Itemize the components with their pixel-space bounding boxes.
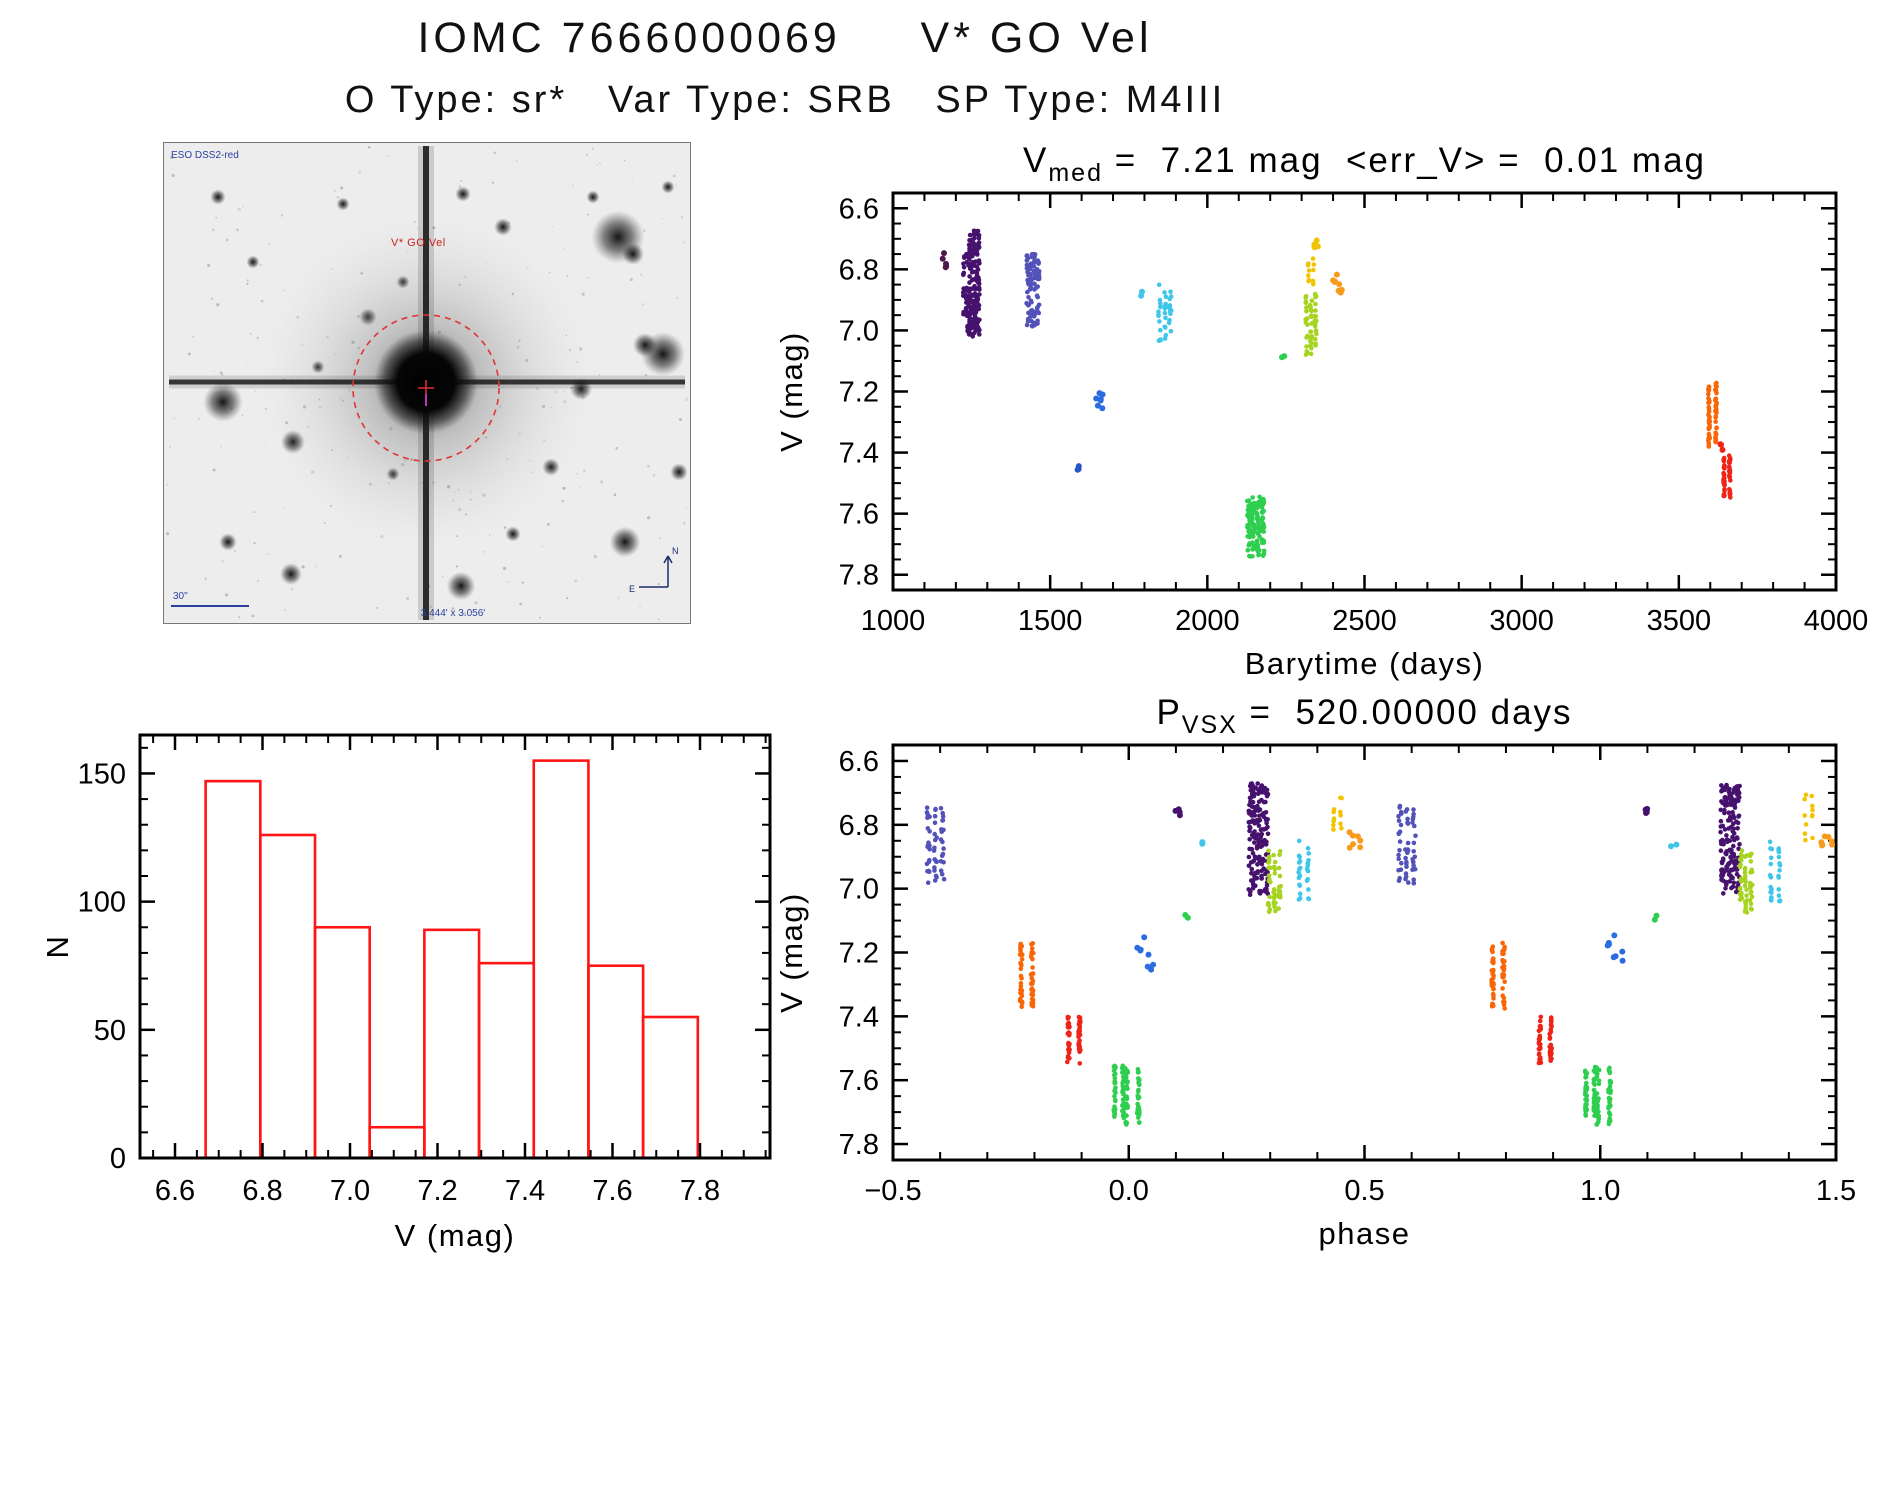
svg-text:7.4: 7.4 <box>839 438 879 470</box>
page-subtitle: O Type: sr* Var Type: SRB SP Type: M4III <box>344 79 1226 121</box>
svg-text:7.4: 7.4 <box>505 1175 545 1207</box>
svg-text:PVSX = 520.00000 days: PVSX = 520.00000 days <box>1156 693 1572 739</box>
finder-frame <box>163 142 691 624</box>
svg-text:6.8: 6.8 <box>839 810 879 842</box>
svg-text:−0.5: −0.5 <box>864 1175 921 1207</box>
svg-text:7.8: 7.8 <box>839 1129 879 1161</box>
svg-text:7.6: 7.6 <box>839 1065 879 1097</box>
svg-text:V (mag): V (mag) <box>774 892 809 1013</box>
svg-text:N: N <box>40 935 75 959</box>
svg-text:3000: 3000 <box>1489 605 1554 637</box>
svg-text:V (mag): V (mag) <box>774 331 809 452</box>
target-label: V* GO Vel <box>391 237 446 249</box>
fov-label: 3.444' x 3.056' <box>421 608 486 619</box>
phase-plot: −0.5 0.0 0.5 1.0 1.5 6.6 6.8 7.0 7.2 7.4 7.6 7.8 pha… <box>774 693 1856 1251</box>
svg-text:6.6: 6.6 <box>155 1175 195 1207</box>
svg-text:7.8: 7.8 <box>680 1175 720 1207</box>
svg-text:7.8: 7.8 <box>839 560 879 592</box>
svg-text:7.2: 7.2 <box>839 938 879 970</box>
svg-text:7.0: 7.0 <box>839 315 879 347</box>
svg-text:7.4: 7.4 <box>839 1001 879 1033</box>
svg-text:2000: 2000 <box>1175 605 1240 637</box>
svg-text:100: 100 <box>78 887 126 919</box>
lightcurve-plot: 1000 1500 2000 2500 3000 3500 4000 6.6 6.8 7.0 7.2… <box>774 141 1869 681</box>
svg-text:3500: 3500 <box>1647 605 1712 637</box>
svg-text:0.5: 0.5 <box>1344 1175 1384 1207</box>
page-header: IOMC 7666000069 V* GO Vel O Type: sr* Va… <box>0 14 1570 122</box>
finder-chart-image: V* GO Vel ESO DSS2-red 30" 3.444' x 3.05… <box>163 142 691 624</box>
svg-text:0: 0 <box>110 1143 126 1175</box>
svg-text:1000: 1000 <box>861 605 926 637</box>
target-cross-icon <box>418 380 434 406</box>
svg-text:6.8: 6.8 <box>242 1175 282 1207</box>
svg-text:7.2: 7.2 <box>839 377 879 409</box>
svg-text:7.6: 7.6 <box>592 1175 632 1207</box>
svg-text:Vmed = 7.21 mag <err_V> = 0: Vmed = 7.21 mag <err_V> = 0.01 mag <box>1023 141 1706 187</box>
aperture-circle <box>352 314 500 462</box>
histogram-plot: 6.6 6.8 7.0 7.2 7.4 7.6 7.8 0 50 100 150 V (mag) N <box>40 733 772 1253</box>
svg-text:50: 50 <box>94 1015 126 1047</box>
svg-text:7.0: 7.0 <box>330 1175 370 1207</box>
svg-text:2500: 2500 <box>1332 605 1397 637</box>
svg-text:Barytime (days): Barytime (days) <box>1245 646 1485 681</box>
svg-text:V (mag): V (mag) <box>395 1218 516 1253</box>
svg-text:7.6: 7.6 <box>839 499 879 531</box>
page-title: IOMC 7666000069 V* GO Vel <box>417 14 1153 62</box>
star-field <box>163 142 691 624</box>
svg-text:0.0: 0.0 <box>1109 1175 1149 1207</box>
svg-text:6.6: 6.6 <box>839 746 879 778</box>
compass-icon: N E <box>629 546 679 594</box>
svg-text:1500: 1500 <box>1018 605 1083 637</box>
svg-text:7.2: 7.2 <box>417 1175 457 1207</box>
svg-text:4000: 4000 <box>1804 605 1869 637</box>
scale-label: 30" <box>173 591 188 602</box>
svg-text:1.5: 1.5 <box>1816 1175 1856 1207</box>
svg-text:7.0: 7.0 <box>839 874 879 906</box>
svg-text:150: 150 <box>78 758 126 790</box>
svg-text:6.6: 6.6 <box>839 193 879 225</box>
svg-text:6.8: 6.8 <box>839 254 879 286</box>
svg-text:1.0: 1.0 <box>1580 1175 1620 1207</box>
compass-east-label: E <box>629 584 635 594</box>
compass-north-label: N <box>672 546 679 556</box>
svg-text:phase: phase <box>1319 1216 1411 1251</box>
survey-label: ESO DSS2-red <box>171 150 239 161</box>
